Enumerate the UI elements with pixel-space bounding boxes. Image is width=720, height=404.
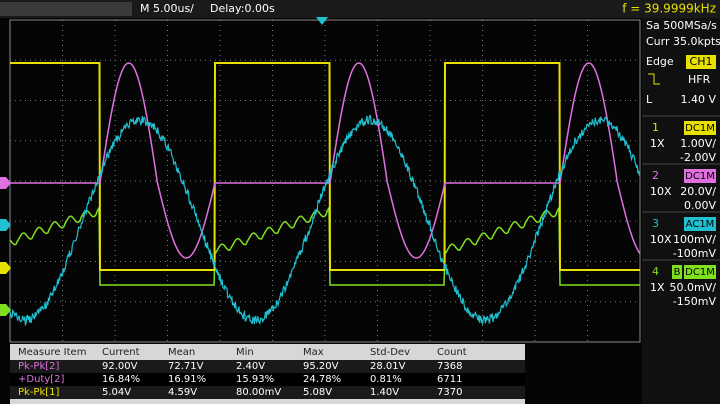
table-cell: 2.40V bbox=[236, 361, 265, 372]
table-header: Max bbox=[303, 347, 324, 358]
table-cell: 5.08V bbox=[303, 387, 332, 398]
table-header: Measure Item bbox=[18, 347, 86, 358]
side-panel: Sa 500MSa/s Curr 35.0kpts Edge CH1 HFR L… bbox=[642, 18, 720, 404]
timebase: M 5.00us/ bbox=[140, 2, 194, 15]
table-cell: 7370 bbox=[437, 387, 462, 398]
channel-coupling: DC1M bbox=[685, 267, 715, 278]
probe-ratio: 1X bbox=[650, 281, 665, 294]
channel-coupling: AC1M bbox=[686, 219, 715, 230]
channel-offset: -2.00V bbox=[680, 151, 716, 164]
channel-number: 1 bbox=[652, 121, 659, 134]
channel-offset: -150mV bbox=[673, 295, 717, 308]
volts-per-div: 50.0mV/ bbox=[670, 281, 717, 294]
memory-depth: Curr 35.0kpts bbox=[646, 35, 720, 48]
trigger-coupling: HFR bbox=[688, 73, 711, 86]
table-cell: 24.78% bbox=[303, 374, 341, 385]
frequency: f = 39.9999kHz bbox=[622, 2, 716, 16]
channel-offset: 0.00V bbox=[684, 199, 716, 212]
delay: Delay:0.00s bbox=[210, 2, 275, 15]
table-cell: 16.91% bbox=[168, 374, 206, 385]
volts-per-div: 100mV/ bbox=[673, 233, 716, 246]
oscilloscope-screen: M 5.00us/ Delay:0.00s f = 39.9999kHz Sa … bbox=[0, 0, 720, 404]
table-cell: 72.71V bbox=[168, 361, 204, 372]
probe-ratio: 10X bbox=[650, 185, 672, 198]
bw-limit: B bbox=[674, 267, 681, 278]
table-cell: 92.00V bbox=[102, 361, 138, 372]
table-cell: 7368 bbox=[437, 361, 462, 372]
trigger-type: Edge bbox=[646, 55, 674, 68]
volts-per-div: 20.0V/ bbox=[680, 185, 716, 198]
volts-per-div: 1.00V/ bbox=[680, 137, 716, 150]
measure-item: +Duty[2] bbox=[18, 374, 65, 385]
status-box bbox=[0, 2, 132, 16]
measure-item: Pk-Pk[1] bbox=[18, 387, 60, 398]
table-header: Mean bbox=[168, 347, 195, 358]
table-cell: 0.81% bbox=[370, 374, 402, 385]
table-cell: 95.20V bbox=[303, 361, 339, 372]
table-header: Count bbox=[437, 347, 467, 358]
table-cell: 4.59V bbox=[168, 387, 197, 398]
measure-item: Pk-Pk[2] bbox=[18, 361, 60, 372]
trigger-source: CH1 bbox=[690, 55, 713, 68]
channel-number: 4 bbox=[652, 265, 659, 278]
table-cell: 15.93% bbox=[236, 374, 274, 385]
table-cell: 1.40V bbox=[370, 387, 399, 398]
measure-table: Measure Item Current Mean Min Max Std-Dev Coun… bbox=[10, 344, 525, 404]
trigger-level-label: L bbox=[646, 93, 653, 106]
table-cell: 80.00mV bbox=[236, 387, 281, 398]
table-header: Min bbox=[236, 347, 254, 358]
table-header: Current bbox=[102, 347, 140, 358]
trigger-level: 1.40 V bbox=[680, 93, 716, 106]
channel-offset: -100mV bbox=[673, 247, 717, 260]
table-cell: 16.84% bbox=[102, 374, 140, 385]
probe-ratio: 10X bbox=[650, 233, 672, 246]
channel-coupling: DC1M bbox=[685, 171, 715, 182]
sample-rate: Sa 500MSa/s bbox=[646, 19, 717, 32]
table-cell: 5.04V bbox=[102, 387, 131, 398]
channel-number: 3 bbox=[652, 217, 659, 230]
channel-coupling: DC1M bbox=[685, 123, 715, 134]
table-cell: 28.01V bbox=[370, 361, 406, 372]
table-cell: 6711 bbox=[437, 374, 462, 385]
table-header: Std-Dev bbox=[370, 347, 410, 358]
channel-number: 2 bbox=[652, 169, 659, 182]
probe-ratio: 1X bbox=[650, 137, 665, 150]
